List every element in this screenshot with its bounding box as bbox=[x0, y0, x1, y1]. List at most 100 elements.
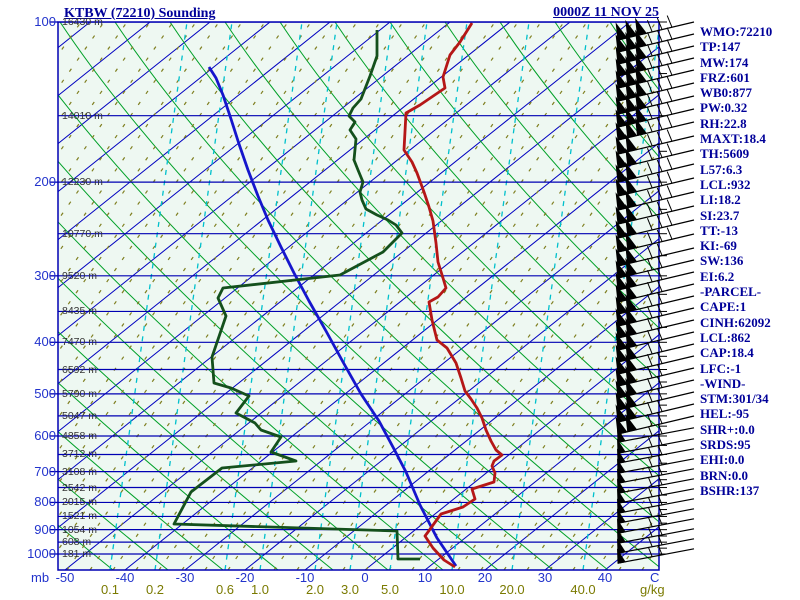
moist-adiabat-line bbox=[58, 22, 358, 452]
mixing-ratio-tick-label: 0.1 bbox=[100, 582, 120, 597]
pressure-label: 600 bbox=[34, 427, 56, 443]
isotherm-line bbox=[0, 22, 30, 570]
mixing-ratio-tick-label: 40.0 bbox=[570, 582, 596, 597]
wind-barb bbox=[615, 27, 695, 53]
panel-index-line: WB0:877 bbox=[700, 85, 752, 101]
dewpoint-curve bbox=[172, 30, 420, 561]
pressure-unit-label: mb bbox=[31, 570, 50, 585]
temperature-tick-label: 10 bbox=[417, 570, 433, 585]
isotherm-line bbox=[58, 22, 571, 433]
moist-adiabat-line bbox=[158, 22, 542, 570]
wind-barb bbox=[615, 279, 695, 303]
pressure-label: 400 bbox=[34, 334, 56, 350]
isotherm-line bbox=[424, 382, 659, 570]
panel-index-line: BRN:0.0 bbox=[700, 467, 749, 483]
panel-index-line: -WIND- bbox=[700, 375, 746, 391]
dry-adiabat-line bbox=[58, 569, 59, 570]
panel-index-line: EHI:0.0 bbox=[700, 452, 745, 468]
height-label: 8435 m bbox=[62, 305, 98, 318]
height-label: 608 m bbox=[62, 536, 92, 549]
wind-barb bbox=[615, 399, 695, 423]
height-label: 2542 m bbox=[62, 481, 98, 494]
height-label: 12230 m bbox=[62, 176, 103, 189]
moist-adiabat-line bbox=[457, 280, 659, 570]
mixing-ratio-tick-label: 20.0 bbox=[499, 582, 525, 597]
panel-index-line: TP:147 bbox=[700, 39, 741, 55]
wind-barb bbox=[615, 89, 695, 115]
wind-barb bbox=[615, 102, 695, 128]
wind-barb bbox=[617, 465, 695, 484]
mixing-ratio-line bbox=[451, 22, 530, 570]
mixing-ratio-tick-label: 1.0 bbox=[250, 582, 270, 597]
wind-barb bbox=[615, 411, 695, 435]
wind-barb bbox=[615, 315, 695, 339]
wind-barb bbox=[615, 267, 695, 291]
panel-index-line: CAPE:1 bbox=[700, 299, 747, 315]
moist-adiabat-line bbox=[58, 22, 266, 321]
moist-adiabat-line bbox=[204, 22, 588, 570]
moist-adiabat-line bbox=[58, 22, 289, 353]
moist-adiabat-line bbox=[434, 247, 659, 570]
moist-adiabat-line bbox=[411, 214, 659, 570]
height-label: 9520 m bbox=[62, 269, 98, 282]
wind-barb bbox=[615, 375, 695, 399]
mixing-ratio-line bbox=[314, 22, 393, 570]
panel-index-line: STM:301/34 bbox=[700, 391, 769, 407]
panel-index-line: CINH:62092 bbox=[700, 314, 771, 330]
mixing-ratio-line bbox=[224, 22, 303, 570]
dry-adiabat-line bbox=[58, 160, 499, 570]
panel-index-line: TH:5609 bbox=[700, 146, 750, 162]
isotherm-line bbox=[58, 22, 391, 289]
wind-barb bbox=[615, 115, 695, 141]
pressure-label: 1000 bbox=[27, 546, 56, 561]
isotherm-line bbox=[58, 46, 659, 529]
wind-barb bbox=[615, 387, 695, 411]
wind-barb bbox=[617, 495, 695, 514]
wind-barb-column bbox=[615, 15, 695, 564]
mixing-ratio-tick-label: 2.0 bbox=[305, 582, 325, 597]
panel-index-line: RH:22.8 bbox=[700, 115, 747, 131]
panel-index-line: LFC:-1 bbox=[700, 360, 742, 376]
panel-index-line: HEL:-95 bbox=[700, 406, 750, 422]
panel-index-line: EI:6.2 bbox=[700, 268, 735, 284]
mixing-ratio-unit-label: g/kg bbox=[640, 582, 665, 597]
moist-adiabat-line bbox=[66, 22, 450, 570]
moist-adiabat-line bbox=[572, 445, 659, 570]
wind-barb bbox=[615, 39, 695, 65]
temperature-tick-label: -50 bbox=[55, 570, 75, 585]
height-label: 10770 m bbox=[62, 227, 103, 240]
height-label: 3712 m bbox=[62, 448, 98, 461]
mixing-ratio-line bbox=[349, 22, 428, 570]
wind-barb bbox=[615, 129, 695, 155]
height-label: 5047 m bbox=[62, 409, 98, 422]
isotherm-line bbox=[124, 142, 659, 570]
wind-barb bbox=[617, 475, 695, 494]
panel-index-line: BSHR:137 bbox=[700, 482, 760, 498]
wind-barb bbox=[615, 291, 695, 315]
moist-adiabat-line bbox=[58, 22, 174, 189]
page-title: KTBW (72210) Sounding bbox=[64, 6, 216, 21]
moist-adiabat-line bbox=[58, 22, 151, 156]
isotherm-line bbox=[364, 334, 659, 570]
wind-barb bbox=[615, 143, 695, 169]
isotherm-line bbox=[58, 22, 331, 241]
wind-barb bbox=[615, 63, 695, 89]
wind-barb bbox=[615, 327, 695, 351]
isotherm-line bbox=[184, 190, 659, 570]
panel-index-line: CAP:18.4 bbox=[700, 345, 754, 361]
wind-barb bbox=[615, 243, 695, 267]
moist-adiabat-line bbox=[58, 22, 59, 24]
height-label: 1521 m bbox=[62, 510, 98, 523]
dry-adiabat-line bbox=[169, 22, 659, 523]
moist-adiabat-line bbox=[480, 313, 659, 570]
panel-index-line: MW:174 bbox=[700, 54, 749, 70]
height-label: 181 m bbox=[62, 548, 92, 560]
temperature-tick-label: 30 bbox=[537, 570, 553, 585]
wind-barb bbox=[615, 199, 695, 225]
pressure-label: 700 bbox=[34, 463, 56, 479]
panel-index-line: SI:23.7 bbox=[700, 207, 740, 223]
wind-barb bbox=[615, 213, 695, 239]
panel-index-line: KI:-69 bbox=[700, 238, 737, 254]
parcel-curve bbox=[207, 66, 458, 567]
moist-adiabat-line bbox=[58, 22, 404, 518]
